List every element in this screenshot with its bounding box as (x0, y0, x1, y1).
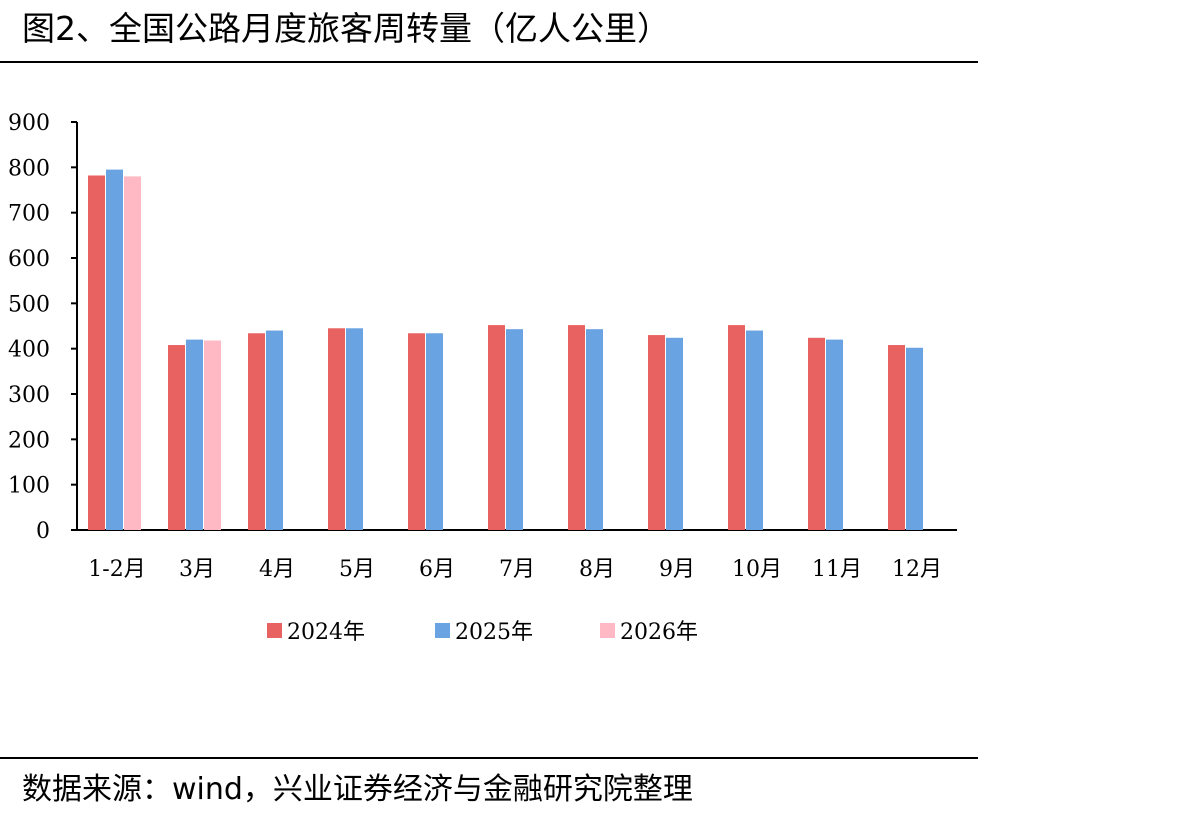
chart-title: 图2、全国公路月度旅客周转量（亿人公里） (22, 9, 670, 48)
y-tick-label: 300 (8, 383, 50, 408)
bottom-rule (0, 757, 978, 759)
bar (586, 329, 603, 530)
x-tick-label: 5月 (339, 557, 375, 582)
bar-chart: 0 100 200 300 400 500 600 700 800 900 1-2月 3月 4月 5月 6… (8, 111, 957, 645)
bar (346, 328, 363, 530)
x-tick-label: 11月 (812, 557, 862, 582)
chart-legend: 2024年 2025年 2026年 (267, 620, 698, 645)
x-tick-label: 3月 (179, 557, 215, 582)
bar (826, 339, 843, 530)
bar (568, 325, 585, 530)
x-tick-label: 12月 (892, 557, 942, 582)
y-tick-label: 100 (8, 474, 50, 499)
legend-swatch (600, 623, 615, 638)
bar (248, 333, 265, 530)
bar (124, 176, 141, 530)
legend-swatch (267, 623, 282, 638)
bar (204, 340, 221, 530)
bar (648, 335, 665, 530)
y-tick-label: 900 (8, 111, 50, 136)
legend-swatch (435, 623, 450, 638)
bar (408, 333, 425, 530)
bar (186, 339, 203, 530)
source-note: 数据来源：wind，兴业证券经济与金融研究院整理 (22, 772, 693, 807)
y-tick-label: 500 (8, 292, 50, 317)
bar (328, 328, 345, 530)
x-tick-label: 6月 (419, 557, 455, 582)
x-tick-label: 4月 (259, 557, 295, 582)
top-rule (0, 61, 978, 63)
y-tick-label: 700 (8, 202, 50, 227)
x-tick-label: 10月 (732, 557, 782, 582)
bar (506, 329, 523, 530)
x-tick-label: 9月 (659, 557, 695, 582)
legend-label: 2025年 (455, 620, 533, 645)
bar (888, 345, 905, 530)
y-tick-label: 600 (8, 247, 50, 272)
legend-label: 2024年 (287, 620, 365, 645)
legend-label: 2026年 (620, 620, 698, 645)
y-tick-label: 400 (8, 338, 50, 363)
y-tick-label: 200 (8, 428, 50, 453)
bar (666, 337, 683, 530)
chart-bars (88, 169, 923, 530)
bar (488, 325, 505, 530)
bar (266, 330, 283, 530)
bar (728, 325, 745, 530)
bar (106, 169, 123, 530)
bar (168, 345, 185, 530)
bar (808, 337, 825, 530)
bar (426, 333, 443, 530)
x-tick-label: 8月 (579, 557, 615, 582)
bar (906, 347, 923, 530)
x-tick-label: 1-2月 (88, 557, 145, 582)
x-tick-label: 7月 (499, 557, 535, 582)
y-tick-label: 0 (36, 519, 50, 544)
bar (746, 330, 763, 530)
y-tick-labels: 0 100 200 300 400 500 600 700 800 900 (8, 111, 50, 544)
x-tick-labels: 1-2月 3月 4月 5月 6月 7月 8月 9月 10月 11月 12月 (88, 557, 942, 582)
bar (88, 175, 105, 530)
y-tick-label: 800 (8, 156, 50, 181)
